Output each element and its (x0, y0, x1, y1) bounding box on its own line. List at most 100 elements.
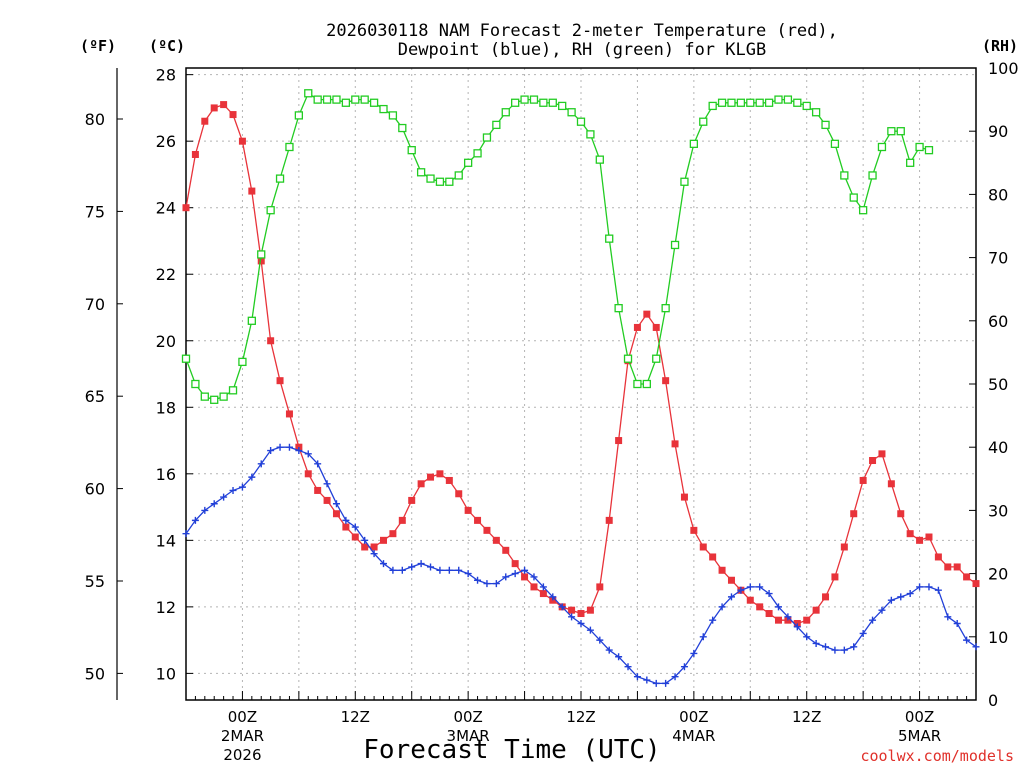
temperature-point (822, 593, 830, 601)
dewpoint-point (793, 623, 801, 631)
celsius-tick-label: 24 (156, 199, 176, 218)
dewpoint-point (351, 523, 359, 531)
dewpoint-point (521, 566, 529, 574)
fahrenheit-tick-label: 70 (85, 295, 105, 314)
rh-tick-label: 30 (988, 501, 1008, 520)
temperature-point (201, 117, 209, 125)
temperature-point (511, 560, 519, 568)
relative-humidity-point (210, 395, 219, 404)
relative-humidity-point (416, 168, 426, 177)
dewpoint-point (596, 636, 604, 644)
dewpoint-point (878, 606, 886, 614)
temperature-point (408, 496, 416, 504)
temperature-point (944, 563, 952, 571)
temperature-point (389, 530, 397, 538)
dewpoint-point (267, 447, 275, 455)
dewpoint-point (182, 530, 190, 538)
temperature-point (257, 257, 265, 265)
dewpoint-point (436, 566, 444, 574)
temperature-point (840, 543, 848, 551)
temperature-point (464, 506, 472, 514)
relative-humidity-point (454, 171, 463, 180)
relative-humidity-point (849, 193, 858, 202)
relative-humidity-point (351, 95, 360, 104)
temperature-point (718, 566, 726, 574)
dewpoint-point (323, 480, 331, 488)
temperature-point (455, 490, 463, 498)
temperature-point (869, 457, 877, 465)
relative-humidity-point (332, 95, 341, 104)
temperature-point (662, 377, 670, 385)
relative-humidity-point (426, 174, 435, 183)
rh-tick-label: 40 (988, 438, 1008, 457)
temperature-point (521, 573, 529, 581)
dewpoint-point (953, 619, 961, 627)
dewpoint-point (727, 593, 735, 601)
relative-humidity-point (407, 146, 416, 155)
relative-humidity-point (257, 250, 266, 259)
dewpoint-point (859, 629, 867, 637)
dewpoint-point (831, 646, 839, 654)
relative-humidity-point (614, 304, 623, 313)
dewpoint-point (398, 566, 406, 574)
dewpoint-point (680, 663, 688, 671)
temperature-point (897, 510, 905, 518)
relative-humidity-point (322, 95, 332, 104)
temperature-point (380, 536, 387, 544)
relative-humidity-point (605, 234, 614, 243)
dewpoint-point (483, 580, 491, 588)
temperature-point (850, 510, 858, 518)
x-tick-label: 12Z (792, 708, 821, 726)
temperature-point (351, 533, 359, 541)
dewpoint-point (624, 663, 632, 671)
relative-humidity-point (548, 98, 557, 107)
relative-humidity-point (304, 89, 313, 98)
relative-humidity-point (181, 354, 191, 363)
temperature-point (267, 337, 275, 345)
rh-tick-label: 50 (988, 375, 1008, 394)
dewpoint-point (238, 483, 246, 491)
relative-humidity-point (906, 158, 915, 167)
temperature-point (238, 137, 246, 145)
temperature-point (671, 440, 679, 448)
plot-frame (185, 67, 977, 701)
relative-humidity-point (435, 177, 445, 186)
relative-humidity-point (529, 95, 539, 104)
temperature-point (699, 543, 707, 551)
temperature-point (831, 573, 839, 581)
dewpoint-point (342, 516, 350, 524)
dewpoint-point (586, 626, 594, 634)
x-tick-label: 12Z (341, 708, 370, 726)
relative-humidity-point (633, 379, 642, 389)
dewpoint-point (539, 583, 547, 591)
temperature-point (370, 543, 378, 551)
dewpoint-point (511, 570, 519, 578)
relative-humidity-point (840, 171, 849, 180)
relative-humidity-point (445, 177, 454, 186)
temperature-point (191, 150, 199, 158)
relative-humidity-point (915, 142, 924, 152)
dewpoint-point (380, 560, 387, 568)
celsius-tick-label: 22 (156, 265, 176, 284)
relative-humidity-point (680, 177, 689, 186)
relative-humidity-point (868, 171, 877, 180)
dewpoint-point (633, 673, 641, 681)
dewpoint-point (756, 583, 764, 591)
dewpoint-point (765, 590, 773, 598)
dewpoint-point (916, 583, 924, 591)
dewpoint-point (718, 603, 726, 611)
fahrenheit-tick-label: 75 (85, 202, 105, 221)
relative-humidity-point (877, 142, 887, 152)
dewpoint-point (248, 473, 256, 481)
temperature-point (248, 187, 256, 195)
relative-humidity-point (238, 357, 247, 367)
x-date-label: 5MAR (898, 727, 941, 745)
fahrenheit-tick-label: 65 (85, 387, 105, 406)
relative-humidity-point (661, 304, 670, 313)
relative-humidity-point (774, 95, 783, 104)
relative-humidity-point (736, 98, 746, 107)
rh-tick-label: 100 (988, 59, 1019, 78)
dewpoint-point (568, 613, 576, 621)
temperature-point (577, 610, 585, 618)
